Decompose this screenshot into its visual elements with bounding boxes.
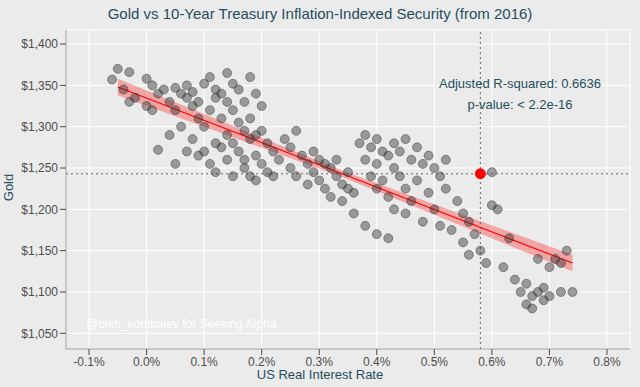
- svg-text:0.2%: 0.2%: [248, 355, 276, 369]
- svg-text:$1,400: $1,400: [21, 37, 58, 51]
- html-text:@oleh_kombalev for Seeking Alp: @oleh_kombalev for Seeking Alpha: [86, 317, 277, 331]
- svg-text:$1,150: $1,150: [21, 244, 58, 258]
- svg-text:0.3%: 0.3%: [306, 355, 334, 369]
- svg-text:0.4%: 0.4%: [363, 355, 391, 369]
- html-text:US Real Interest Rate: US Real Interest Rate: [256, 367, 384, 382]
- svg-text:-0.1%: -0.1%: [73, 355, 105, 369]
- svg-text:$1,300: $1,300: [21, 120, 58, 134]
- svg-text:$1,350: $1,350: [21, 79, 58, 93]
- svg-text:0.8%: 0.8%: [593, 355, 621, 369]
- svg-text:$1,250: $1,250: [21, 161, 58, 175]
- svg-text:$1,100: $1,100: [21, 285, 58, 299]
- html-text:p-value: < 2.2e-16: p-value: < 2.2e-16: [467, 97, 573, 112]
- svg-text:$1,200: $1,200: [21, 203, 58, 217]
- svg-text:0.5%: 0.5%: [421, 355, 449, 369]
- svg-text:$1,050: $1,050: [21, 327, 58, 341]
- svg-text:0.7%: 0.7%: [536, 355, 564, 369]
- svg-text:0.1%: 0.1%: [190, 355, 218, 369]
- html-text:Gold vs 10-Year Treasury Infla: Gold vs 10-Year Treasury Inflation-Index…: [107, 5, 533, 22]
- svg-text:0.6%: 0.6%: [478, 355, 506, 369]
- html-text:Adjusted R-squared: 0.6636: Adjusted R-squared: 0.6636: [439, 76, 601, 91]
- html-text:Gold: Gold: [0, 173, 16, 202]
- svg-text:0.0%: 0.0%: [133, 355, 161, 369]
